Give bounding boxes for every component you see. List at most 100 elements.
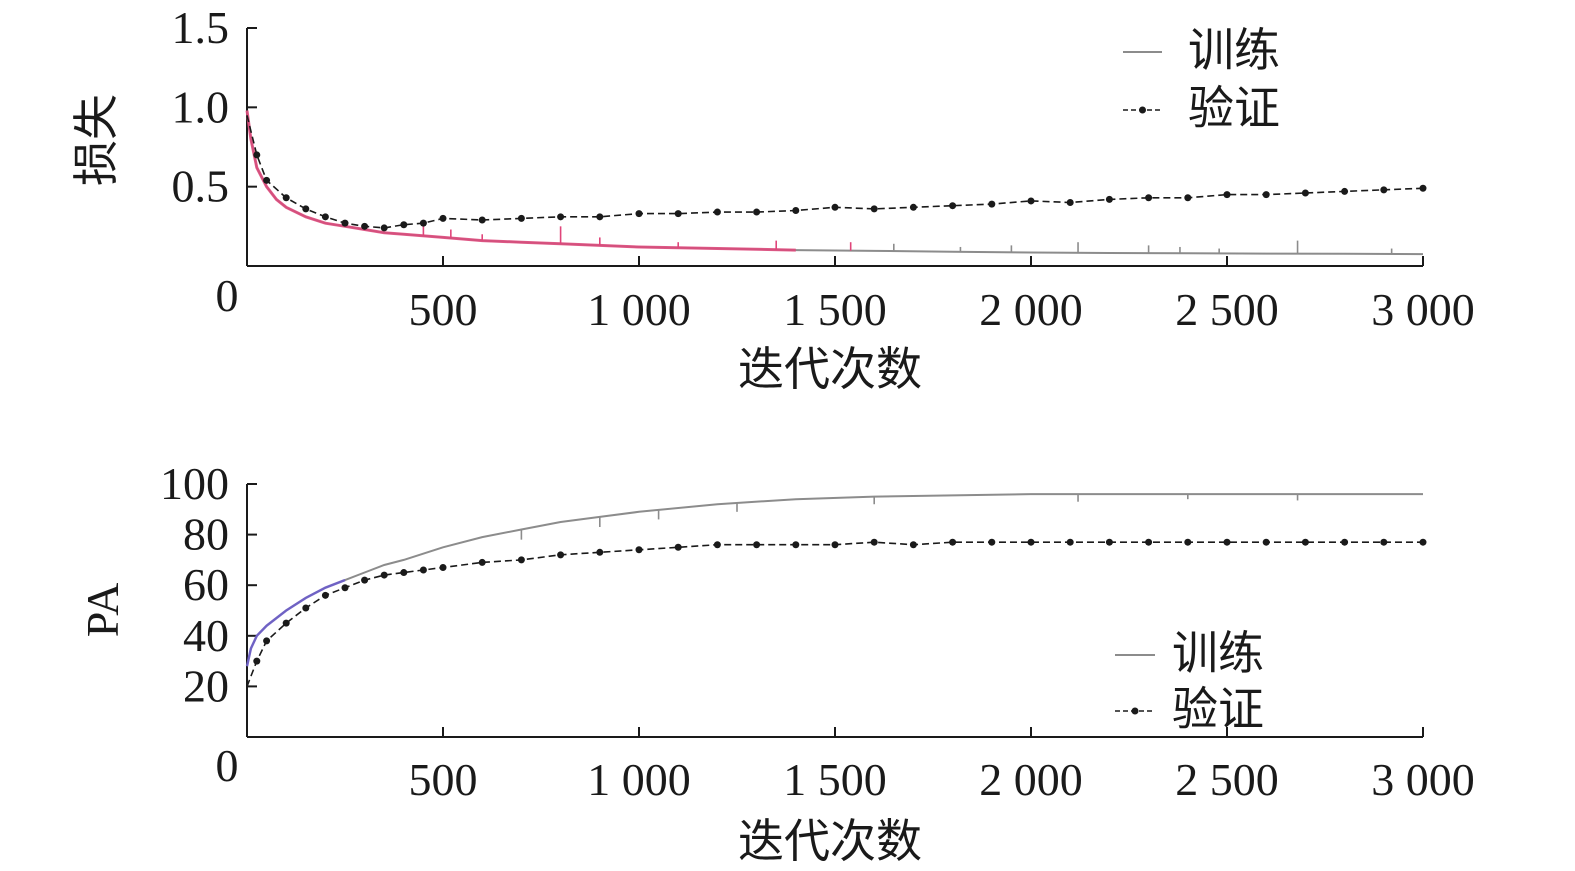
- val-point: [753, 541, 761, 549]
- x-tick-label: 1 500: [783, 754, 887, 805]
- val-point: [1184, 538, 1192, 546]
- x-tick-label: 2 000: [979, 284, 1083, 335]
- val-point: [302, 205, 310, 213]
- x-tick-label: 2 500: [1175, 754, 1279, 805]
- val-point: [321, 591, 329, 599]
- val-point: [400, 221, 408, 229]
- val-point: [1262, 191, 1270, 199]
- val-point: [557, 551, 565, 559]
- y-tick-label: 1.5: [172, 2, 230, 53]
- val-point: [831, 203, 839, 211]
- val-point: [1066, 199, 1074, 207]
- val-point: [674, 210, 682, 218]
- val-point: [478, 558, 486, 566]
- val-point: [870, 205, 878, 213]
- val-point: [1105, 538, 1113, 546]
- y-tick-label: 20: [183, 660, 229, 711]
- y-tick-label: 0.5: [172, 161, 230, 212]
- legend-swatch-val-marker: [1139, 106, 1146, 114]
- val-point: [674, 543, 682, 551]
- val-point: [1380, 538, 1388, 546]
- legend-swatch-val-marker: [1131, 707, 1139, 715]
- val-point: [949, 202, 957, 210]
- val-point: [949, 538, 957, 546]
- val-point: [596, 213, 604, 221]
- val-point: [419, 219, 427, 227]
- val-point: [439, 563, 447, 571]
- val-point: [635, 210, 643, 218]
- y-tick-label: 100: [160, 458, 229, 509]
- val-point: [713, 208, 721, 216]
- val-point: [341, 219, 349, 227]
- val-point: [1301, 538, 1309, 546]
- val-point: [263, 176, 271, 184]
- x-tick-label: 1 000: [587, 754, 691, 805]
- val-point: [361, 576, 369, 584]
- val-point: [517, 214, 525, 222]
- y-tick-label: 60: [183, 559, 229, 610]
- x-tick-label: 1 000: [587, 284, 691, 335]
- x-tick-label: 500: [409, 284, 478, 335]
- series-line-train-highlight: [245, 110, 796, 252]
- series-line-train-highlight: [245, 578, 346, 667]
- val-point: [988, 200, 996, 208]
- val-point: [1027, 197, 1035, 205]
- val-point: [517, 556, 525, 564]
- val-point: [419, 566, 427, 574]
- val-point: [1341, 187, 1349, 195]
- val-point: [361, 222, 369, 230]
- val-point: [439, 214, 447, 222]
- val-point: [302, 604, 310, 612]
- val-point: [1105, 195, 1113, 203]
- x-tick-label: 1 500: [783, 284, 887, 335]
- origin-label: 0: [216, 740, 239, 791]
- val-point: [831, 541, 839, 549]
- val-point: [263, 637, 271, 645]
- val-point: [1223, 538, 1231, 546]
- val-point: [478, 216, 486, 224]
- val-point: [713, 541, 721, 549]
- val-point: [1184, 194, 1192, 202]
- x-tick-label: 3 000: [1371, 754, 1475, 805]
- y-axis-title: PA: [77, 583, 128, 638]
- x-axis-title: 迭代次数: [738, 816, 922, 867]
- val-point: [1066, 538, 1074, 546]
- val-point: [909, 541, 917, 549]
- val-point: [1145, 538, 1153, 546]
- y-axis-title: 损失: [71, 94, 122, 186]
- val-point: [380, 224, 388, 232]
- x-tick-label: 2 000: [979, 754, 1083, 805]
- legend-label: 训练: [1172, 628, 1264, 679]
- val-point: [380, 571, 388, 579]
- val-point: [253, 657, 261, 665]
- legend-label: 验证: [1172, 684, 1264, 735]
- y-tick-label: 1.0: [172, 81, 230, 132]
- val-point: [870, 538, 878, 546]
- val-point: [341, 584, 349, 592]
- origin-label: 0: [216, 270, 239, 321]
- val-point: [753, 208, 761, 216]
- x-tick-label: 2 500: [1175, 284, 1279, 335]
- y-tick-label: 40: [183, 610, 229, 661]
- val-point: [1301, 189, 1309, 197]
- val-point: [253, 151, 261, 159]
- x-axis-title: 迭代次数: [738, 344, 922, 395]
- legend-label: 验证: [1188, 83, 1280, 134]
- val-point: [400, 569, 408, 577]
- val-point: [1223, 191, 1231, 199]
- val-point: [1419, 184, 1427, 192]
- y-tick-label: 80: [183, 509, 229, 560]
- loss-chart-panel: 500 1 000 1 500 2 000 2 500 3 000 0.5 1.0 1.5 0 损失…: [71, 2, 1475, 395]
- val-point: [792, 206, 800, 214]
- val-point: [909, 203, 917, 211]
- legend-label: 训练: [1188, 25, 1280, 76]
- val-point: [988, 538, 996, 546]
- val-point: [1145, 194, 1153, 202]
- val-point: [1380, 186, 1388, 194]
- val-point: [557, 213, 565, 221]
- val-point: [1341, 538, 1349, 546]
